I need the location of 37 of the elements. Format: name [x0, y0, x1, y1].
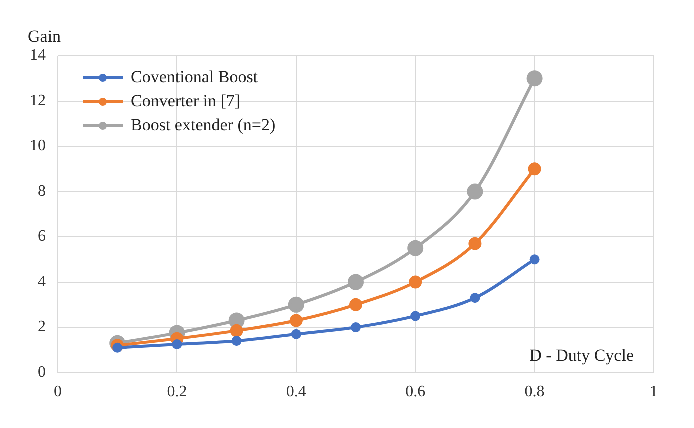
legend-label: Converter in [7] [131, 91, 241, 110]
point [351, 322, 361, 333]
y-tick-label: 2 [38, 318, 46, 336]
y-tick-label: 6 [38, 228, 46, 246]
x-tick-label: 0.6 [406, 384, 426, 401]
point [528, 162, 542, 176]
legend-label: Coventional Boost [131, 67, 258, 86]
point [350, 298, 362, 312]
x-tick-label: 0.4 [286, 384, 306, 401]
point [530, 254, 540, 265]
point [470, 293, 480, 304]
x-tick-label: 0.2 [167, 384, 188, 401]
point [290, 314, 303, 328]
point [348, 274, 364, 290]
point [468, 237, 482, 250]
y-tick-label: 10 [30, 138, 46, 155]
point [172, 340, 182, 350]
y-tick-label: 0 [38, 364, 46, 382]
point [409, 276, 422, 289]
point [467, 184, 484, 200]
point [232, 336, 242, 346]
point [230, 324, 244, 338]
y-tick-label: 4 [38, 273, 46, 290]
x-tick-label: 0.8 [524, 384, 545, 401]
point [410, 311, 421, 322]
y-tick-label: 12 [30, 92, 46, 110]
x-tick-label: 0 [54, 384, 62, 401]
point [291, 329, 302, 340]
x-axis-title: D - Duty Cycle [530, 346, 634, 365]
y-axis-title: Gain [28, 26, 62, 46]
point [526, 70, 543, 87]
legend-label: Boost extender (n=2) [131, 115, 276, 134]
point [408, 240, 424, 256]
x-tick-label: 1 [650, 384, 658, 401]
y-tick-label: 14 [30, 47, 46, 64]
y-tick-label: 8 [38, 182, 46, 200]
point [288, 296, 304, 313]
